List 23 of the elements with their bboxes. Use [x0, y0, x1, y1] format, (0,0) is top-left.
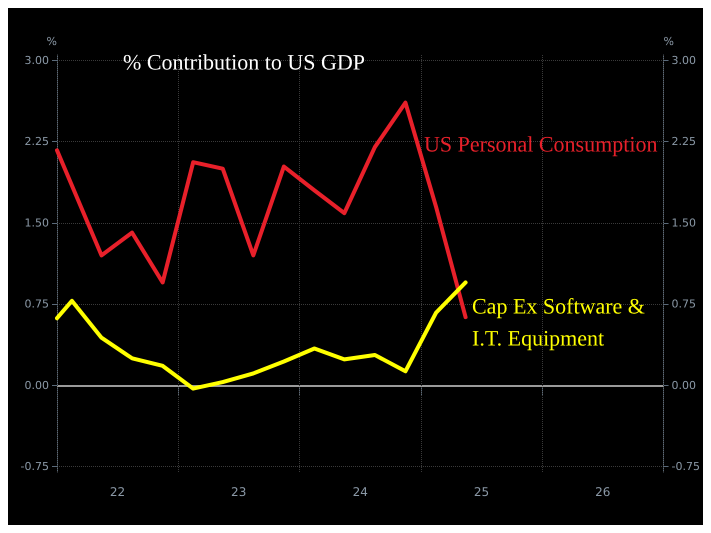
y-tick-label: 0.00 — [24, 378, 49, 392]
series-label: US Personal Consumption — [424, 132, 658, 156]
y-tick-label: 0.75 — [24, 298, 49, 311]
x-tick-label: 22 — [110, 485, 126, 499]
y-tick-label: -0.75 — [20, 460, 49, 474]
y-tick-label: 2.25 — [24, 135, 49, 148]
y-axis-title: % — [46, 35, 57, 48]
y-tick-label: 1.50 — [24, 216, 49, 230]
y2-tick-label: 3.00 — [672, 54, 696, 67]
y2-tick-label: -0.75 — [672, 460, 700, 474]
x-tick-label: 26 — [595, 485, 610, 499]
line-series — [55, 280, 468, 391]
x-tick-label: 24 — [352, 485, 368, 499]
y2-tick-label: 0.00 — [672, 378, 696, 392]
x-tick-label: 25 — [474, 485, 490, 499]
x-tick-label: 23 — [231, 485, 246, 499]
y-tick-label: 3.00 — [24, 54, 49, 67]
y2-axis-title: % — [664, 35, 674, 48]
y2-tick-label: 2.25 — [672, 135, 696, 148]
chart-title: % Contribution to US GDP — [123, 50, 366, 74]
y2-tick-label: 1.50 — [672, 216, 696, 230]
series-label: Cap Ex Software & I.T. Equipment — [472, 294, 645, 350]
y2-tick-label: 0.75 — [672, 298, 696, 311]
